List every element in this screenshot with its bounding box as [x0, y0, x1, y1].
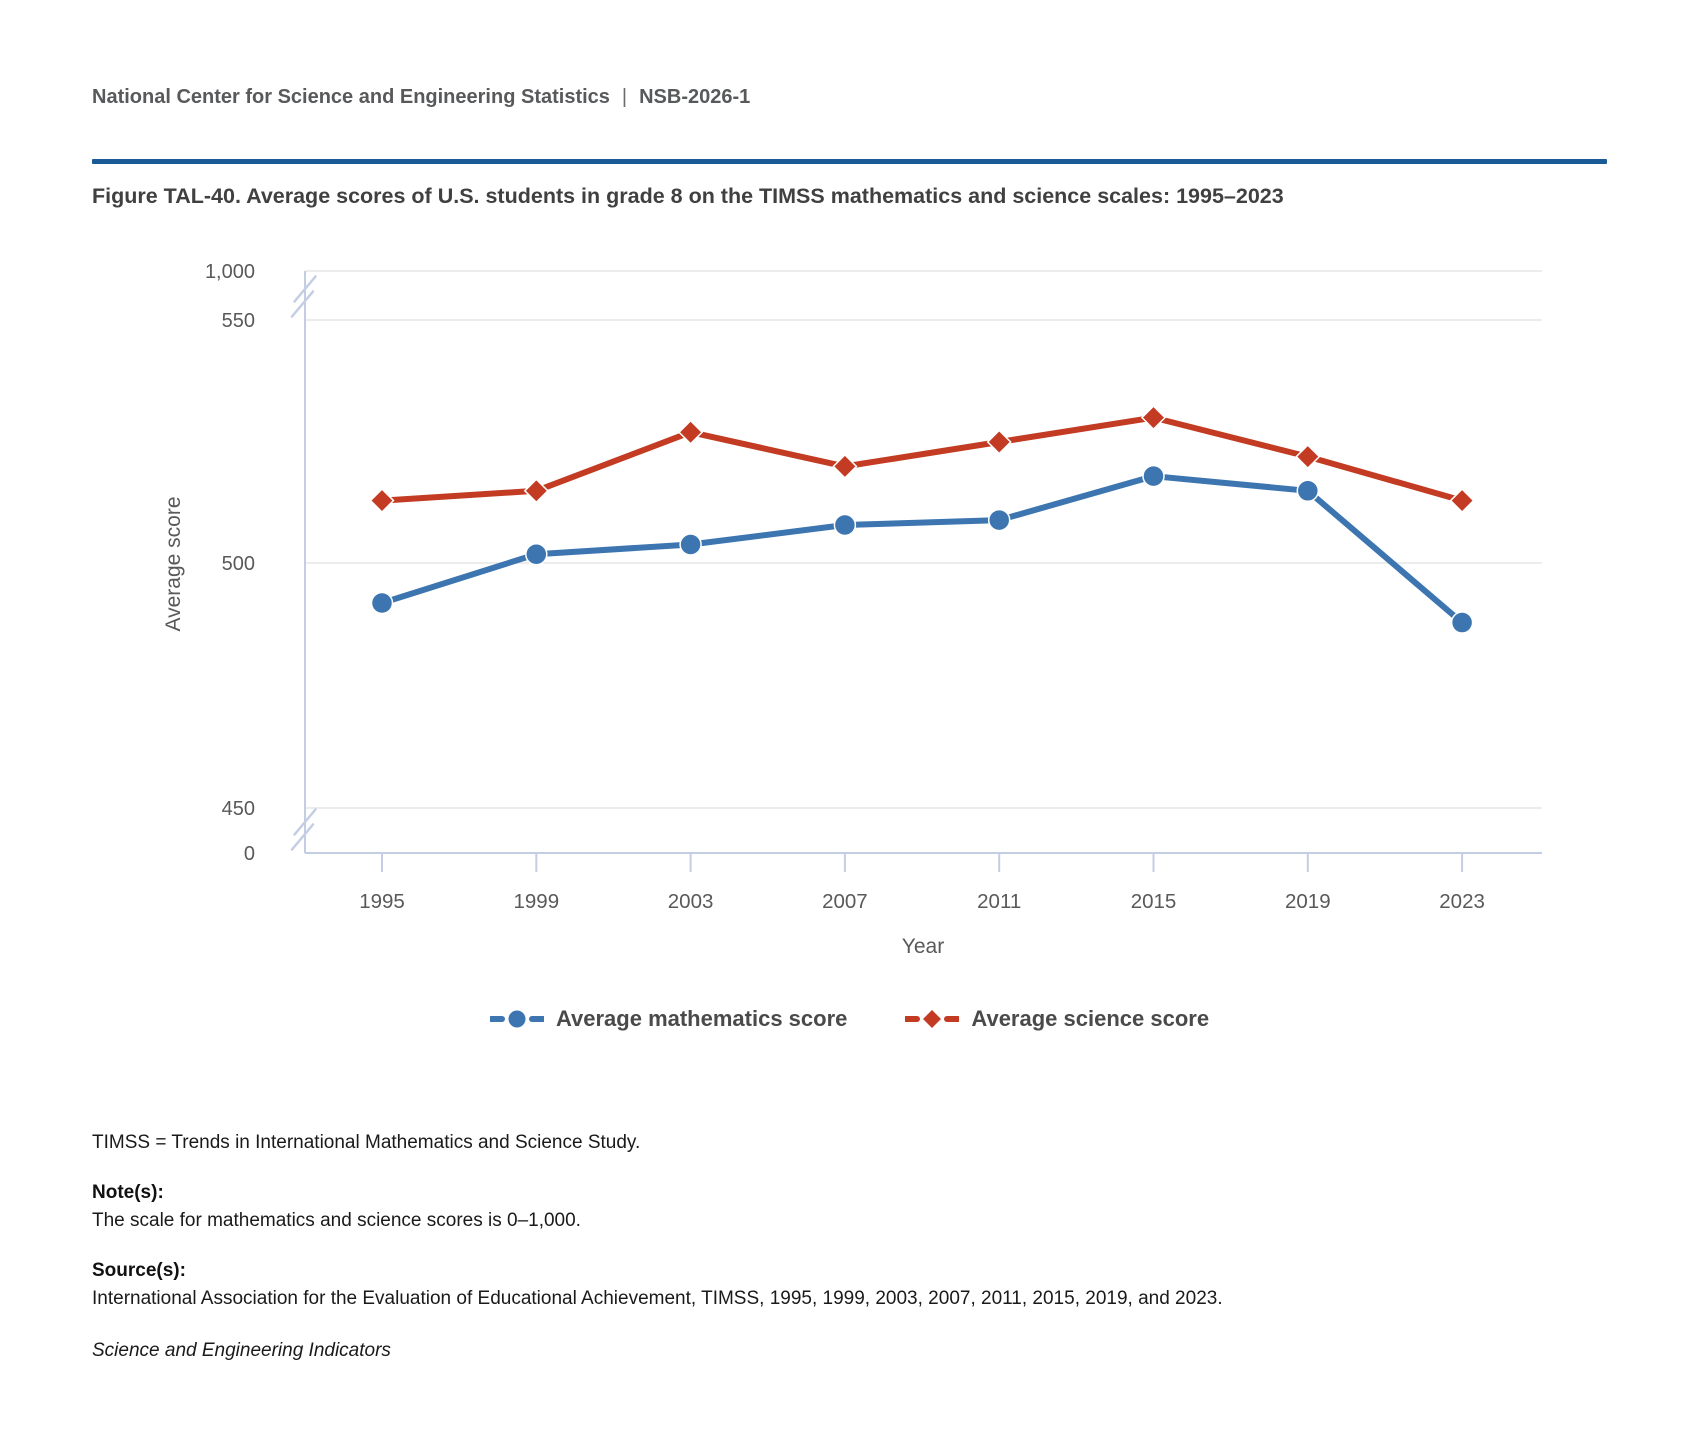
legend-label-science: Average science score	[971, 1006, 1210, 1031]
source-text: International Association for the Evalua…	[92, 1288, 1223, 1309]
publication-name: Science and Engineering Indicators	[92, 1340, 391, 1361]
y-axis-break-mark-upper-1	[290, 290, 315, 318]
science-point-2007[interactable]	[832, 453, 858, 479]
line-chart-canvas: 1,000 550 500 450 0 1995 1999 2003 2007 2011 2015 2…	[162, 261, 1542, 958]
science-series-line	[379, 414, 1466, 504]
science-point-2011[interactable]	[986, 429, 1012, 455]
science-point-2023[interactable]	[1449, 487, 1475, 514]
legend-item-mathematics[interactable]: Average mathematics score	[489, 1006, 848, 1032]
x-axis-title: Year	[902, 935, 944, 958]
x-tick-label-2015: 2015	[1131, 890, 1177, 913]
page-header: National Center for Science and Engineer…	[92, 86, 750, 109]
mathematics-series-marker-icon	[489, 1010, 544, 1028]
math-point-2015[interactable]	[1142, 464, 1165, 488]
source-label: Source(s):	[92, 1260, 186, 1281]
chart-legend: Average mathematics score Average scienc…	[0, 1006, 1699, 1032]
science-point-2015[interactable]	[1140, 405, 1167, 431]
math-point-2019[interactable]	[1296, 479, 1320, 503]
header-separator: |	[621, 86, 628, 108]
y-axis-break-mark-upper-0	[293, 275, 317, 303]
x-tick-label-1995: 1995	[359, 890, 405, 913]
header-report-id: NSB-2026-1	[639, 86, 751, 108]
math-point-2023[interactable]	[1450, 611, 1474, 634]
science-point-1999[interactable]	[523, 478, 549, 504]
y-axis-break-mark-lower-0	[293, 808, 317, 836]
x-tick-label-2003: 2003	[668, 890, 714, 913]
x-tick-label-2007: 2007	[822, 890, 868, 913]
y-tick-label-450: 450	[222, 798, 255, 820]
notes-label: Note(s):	[92, 1182, 164, 1203]
notes-text: The scale for mathematics and science sc…	[92, 1210, 581, 1231]
x-tick-label-1999: 1999	[513, 890, 559, 913]
figure-title: Figure TAL-40. Average scores of U.S. st…	[92, 184, 1284, 208]
math-point-2003[interactable]	[679, 533, 702, 556]
x-tick-label-2023: 2023	[1439, 890, 1485, 913]
science-point-1995[interactable]	[369, 487, 395, 514]
y-axis-break-mark-lower-1	[290, 823, 315, 851]
math-point-1999[interactable]	[525, 542, 548, 566]
legend-item-science[interactable]: Average science score	[905, 1006, 1209, 1032]
legend-label-mathematics: Average mathematics score	[555, 1006, 848, 1031]
math-series-line	[379, 473, 1466, 626]
abbreviation-note: TIMSS = Trends in International Mathemat…	[92, 1132, 641, 1153]
science-point-2003[interactable]	[678, 419, 704, 445]
header-accent-rule	[92, 159, 1607, 164]
x-tick-label-2011: 2011	[977, 890, 1021, 913]
y-tick-label-1000: 1,000	[205, 261, 255, 283]
math-point-1995[interactable]	[370, 591, 394, 615]
header-org: National Center for Science and Engineer…	[92, 86, 610, 108]
math-point-2007[interactable]	[833, 513, 857, 537]
chart-area: 1,000 550 500 450 0 1995 1999 2003 2007 2011 2015 2…	[0, 230, 1699, 990]
math-point-2011[interactable]	[987, 508, 1011, 532]
science-series-marker-icon	[905, 1010, 960, 1028]
y-axis-title: Average score	[162, 496, 185, 631]
y-tick-label-550: 550	[222, 310, 255, 332]
science-point-2019[interactable]	[1295, 444, 1321, 470]
y-tick-label-500: 500	[222, 553, 255, 575]
x-tick-label-2019: 2019	[1285, 890, 1331, 913]
y-tick-label-0: 0	[244, 843, 255, 865]
